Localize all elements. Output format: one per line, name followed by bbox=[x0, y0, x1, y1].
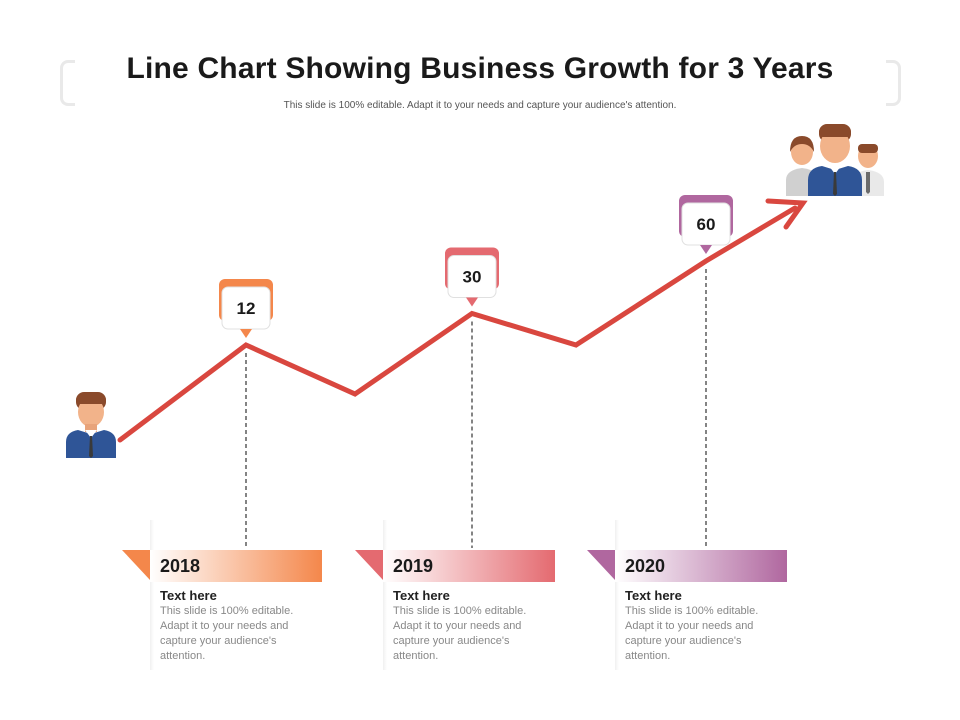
slide-subtitle: This slide is 100% editable. Adapt it to… bbox=[283, 100, 677, 111]
card-year: 2018 bbox=[160, 556, 201, 576]
card-body: This slide is 100% editable. Adapt it to… bbox=[160, 605, 294, 662]
card-corner-triangle bbox=[122, 550, 150, 580]
year-card-2018: 2018 Text here This slide is 100% editab… bbox=[122, 520, 330, 670]
card-year: 2020 bbox=[625, 556, 666, 576]
card-heading: Text here bbox=[393, 588, 450, 603]
card-year-bar bbox=[150, 550, 322, 582]
right-bracket-decoration bbox=[886, 60, 901, 106]
callout-value: 60 bbox=[697, 215, 716, 234]
callout-value: 12 bbox=[237, 299, 256, 318]
card-body: This slide is 100% editable. Adapt it to… bbox=[393, 605, 527, 662]
value-callout-2018: 12 bbox=[219, 279, 273, 338]
card-heading: Text here bbox=[160, 588, 217, 603]
growth-arrowhead bbox=[765, 198, 808, 230]
card-year-bar bbox=[615, 550, 787, 582]
card-shadow bbox=[383, 520, 387, 670]
slide-title: Line Chart Showing Business Growth for 3… bbox=[126, 52, 834, 85]
card-heading: Text here bbox=[625, 588, 682, 603]
card-year: 2019 bbox=[393, 556, 434, 576]
card-corner-triangle bbox=[355, 550, 383, 580]
year-card-2019: 2019 Text here This slide is 100% editab… bbox=[355, 520, 563, 670]
value-callout-2019: 30 bbox=[445, 247, 499, 307]
year-card-2020: 2020 Text here This slide is 100% editab… bbox=[587, 520, 795, 670]
callout-value: 30 bbox=[463, 268, 482, 287]
callout-pointer bbox=[700, 245, 712, 254]
card-corner-triangle bbox=[587, 550, 615, 580]
callout-pointer bbox=[466, 297, 478, 307]
growth-line bbox=[117, 205, 798, 443]
team-group-icon bbox=[786, 124, 884, 196]
callout-pointer bbox=[240, 329, 252, 338]
card-year-bar bbox=[383, 550, 555, 582]
card-body: This slide is 100% editable. Adapt it to… bbox=[625, 605, 759, 662]
card-shadow bbox=[615, 520, 619, 670]
card-shadow bbox=[150, 520, 154, 670]
single-person-icon bbox=[66, 392, 116, 458]
left-bracket-decoration bbox=[60, 60, 75, 106]
value-callout-2020: 60 bbox=[679, 195, 733, 254]
